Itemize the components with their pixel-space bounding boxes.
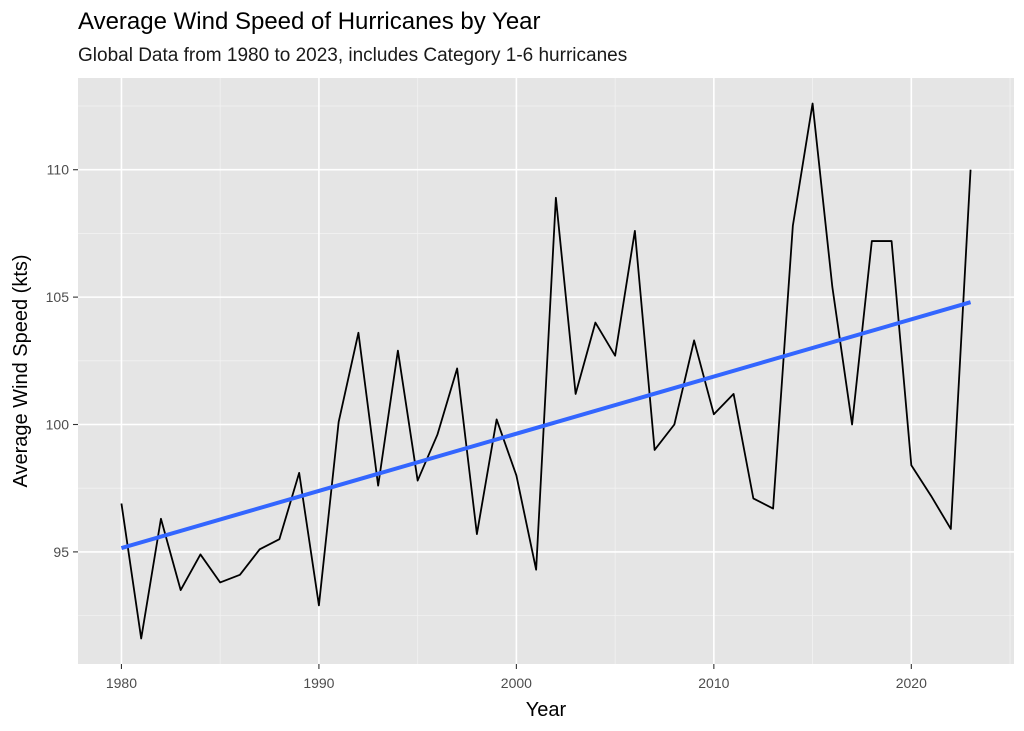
chart-title: Average Wind Speed of Hurricanes by Year: [78, 8, 541, 35]
trend-line: [120, 300, 972, 550]
x-tick-label: 2000: [501, 675, 532, 691]
chart-subtitle: Global Data from 1980 to 2023, includes …: [78, 45, 628, 66]
y-tick-label: 105: [46, 289, 70, 305]
y-tick-label: 110: [47, 162, 70, 178]
series-layer: [120, 102, 972, 640]
x-tick-label: 1980: [106, 675, 137, 691]
y-tick-label: 100: [46, 417, 70, 433]
major-gridlines: [78, 78, 1014, 664]
series-line: [120, 102, 972, 640]
y-tick-label: 95: [53, 544, 69, 560]
y-axis-label: Average Wind Speed (kts): [10, 254, 32, 487]
x-tick-label: 2010: [698, 675, 729, 691]
x-axis-label: Year: [526, 699, 567, 721]
x-tick-label: 1990: [303, 675, 334, 691]
x-axis-ticks: 1980 1990 2000 2010 2020: [106, 664, 927, 691]
x-tick-label: 2020: [896, 675, 927, 691]
minor-gridlines: [78, 78, 1014, 664]
y-axis-ticks: 95 100 105 110: [46, 162, 78, 560]
